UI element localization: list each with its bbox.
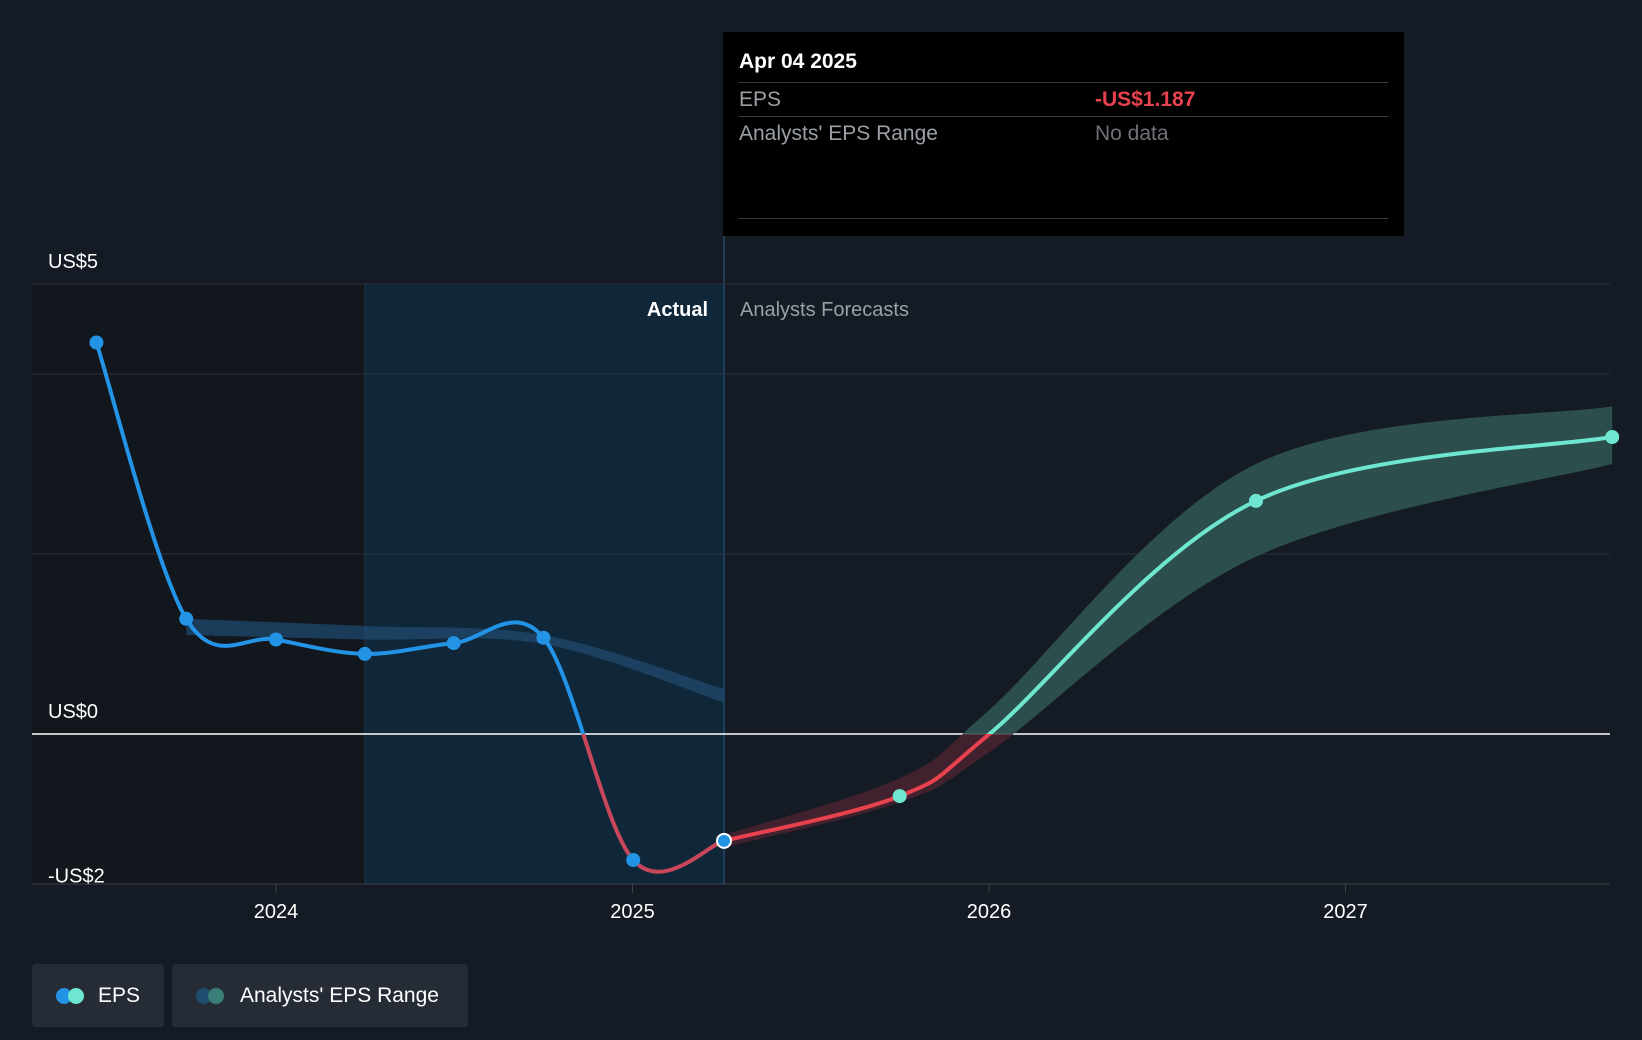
past-eps-range-band xyxy=(186,618,725,703)
tooltip-eps-label: EPS xyxy=(739,88,782,111)
eps-point xyxy=(269,632,283,647)
eps-line-negative xyxy=(581,734,725,874)
legend-eps-label: EPS xyxy=(97,983,140,1007)
y-axis-label: US$5 xyxy=(48,251,98,273)
eps-point xyxy=(357,646,372,661)
forecast-range-band-positive xyxy=(962,406,1613,734)
x-axis-label: 2026 xyxy=(967,901,1012,923)
tooltip-divider xyxy=(739,218,1388,219)
forecast-point xyxy=(1248,493,1263,508)
tooltip-range-row: Analysts' EPS Range No data xyxy=(739,116,1388,150)
eps-point xyxy=(89,335,104,350)
range-legend-icon xyxy=(196,987,226,1005)
eps-point xyxy=(446,636,461,651)
forecast-point xyxy=(1605,430,1620,444)
x-axis-label: 2027 xyxy=(1323,901,1368,923)
forecast-line-positive xyxy=(986,435,1613,734)
eps-point xyxy=(626,853,641,867)
tooltip-date: Apr 04 2025 xyxy=(739,50,857,73)
eps-point xyxy=(179,611,194,626)
legend-range-button[interactable]: Analysts' EPS Range xyxy=(172,964,468,1027)
forecast-point xyxy=(892,789,907,804)
x-axis-label: 2025 xyxy=(610,901,655,923)
forecast-range-band-negative xyxy=(724,734,1014,848)
tooltip: Apr 04 2025 EPS -US$1.187 Analysts' EPS … xyxy=(723,32,1404,236)
tooltip-range-value: No data xyxy=(1095,122,1169,145)
tooltip-eps-row: EPS -US$1.187 xyxy=(739,82,1388,116)
tooltip-eps-value: -US$1.187 xyxy=(1095,88,1196,111)
eps-point xyxy=(536,630,551,645)
actual-label: Actual xyxy=(647,299,708,321)
forecast-line-negative xyxy=(723,734,993,843)
past-region xyxy=(32,284,365,884)
x-axis-label: 2024 xyxy=(254,901,299,923)
eps-line-positive xyxy=(94,341,586,734)
actual-region xyxy=(364,284,725,884)
eps-point xyxy=(716,832,733,849)
forecast-label: Analysts Forecasts xyxy=(740,299,909,321)
y-axis-label: -US$2 xyxy=(48,866,105,888)
legend-eps-button[interactable]: EPS xyxy=(32,964,164,1027)
tooltip-range-label: Analysts' EPS Range xyxy=(739,122,938,145)
legend-range-label: Analysts' EPS Range xyxy=(240,983,439,1007)
eps-legend-icon xyxy=(56,987,84,1005)
y-axis-label: US$0 xyxy=(48,701,98,723)
